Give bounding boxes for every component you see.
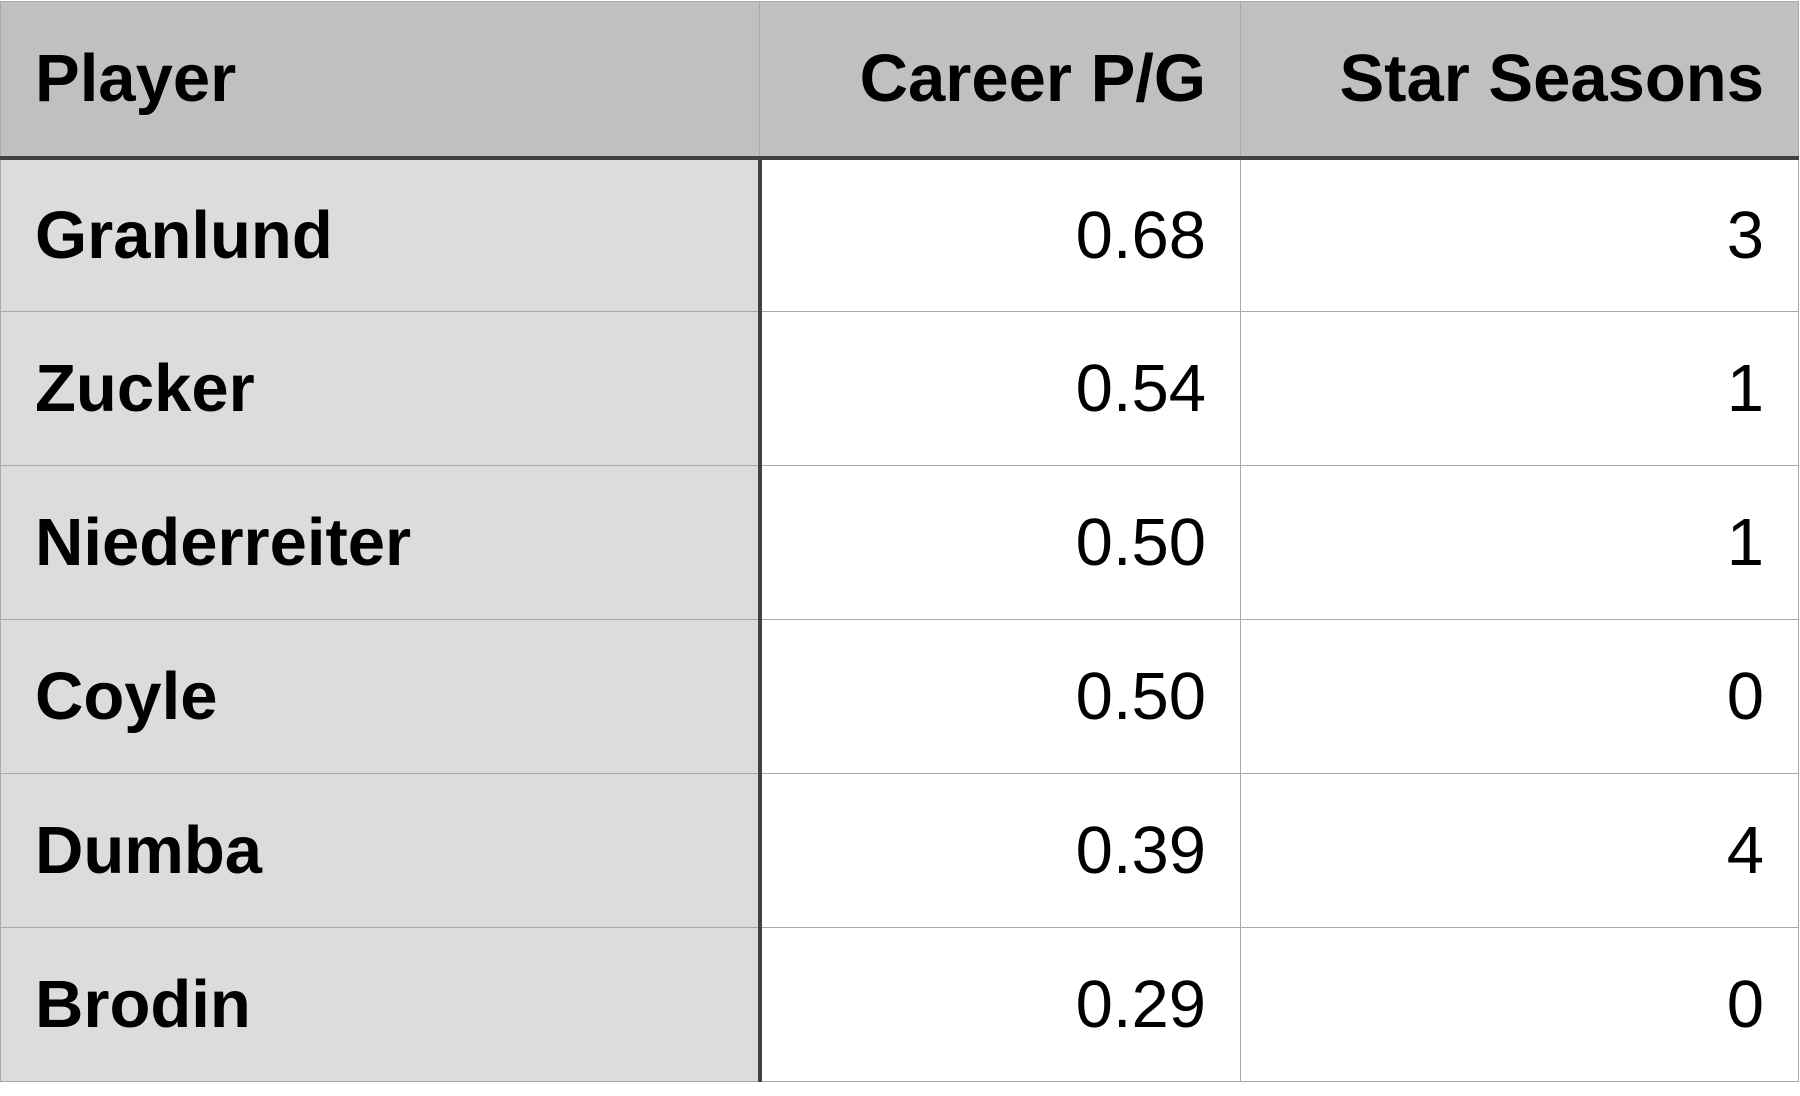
player-name: Coyle: [0, 619, 762, 774]
star-seasons: 1: [1240, 311, 1799, 466]
career-pg: 0.68: [759, 157, 1241, 312]
header-player: Player: [0, 1, 760, 160]
table-row: Coyle 0.50 0: [0, 619, 1799, 774]
header-career-pg: Career P/G: [759, 1, 1241, 160]
star-seasons: 3: [1240, 157, 1799, 312]
career-pg: 0.50: [759, 465, 1241, 620]
career-pg: 0.39: [759, 773, 1241, 928]
star-seasons: 4: [1240, 773, 1799, 928]
player-name: Zucker: [0, 311, 762, 466]
table-row: Granlund 0.68 3: [0, 157, 1799, 312]
player-name: Granlund: [0, 157, 762, 312]
table-row: Niederreiter 0.50 1: [0, 465, 1799, 620]
header-star-seasons: Star Seasons: [1240, 1, 1799, 160]
career-pg: 0.50: [759, 619, 1241, 774]
star-seasons: 0: [1240, 927, 1799, 1082]
header-row: Player Career P/G Star Seasons: [0, 1, 1799, 160]
player-name: Dumba: [0, 773, 762, 928]
player-name: Niederreiter: [0, 465, 762, 620]
star-seasons: 0: [1240, 619, 1799, 774]
table-row: Dumba 0.39 4: [0, 773, 1799, 928]
table-row: Zucker 0.54 1: [0, 311, 1799, 466]
career-pg: 0.54: [759, 311, 1241, 466]
career-pg: 0.29: [759, 927, 1241, 1082]
player-name: Brodin: [0, 927, 762, 1082]
star-seasons: 1: [1240, 465, 1799, 620]
table-row: Brodin 0.29 0: [0, 927, 1799, 1082]
